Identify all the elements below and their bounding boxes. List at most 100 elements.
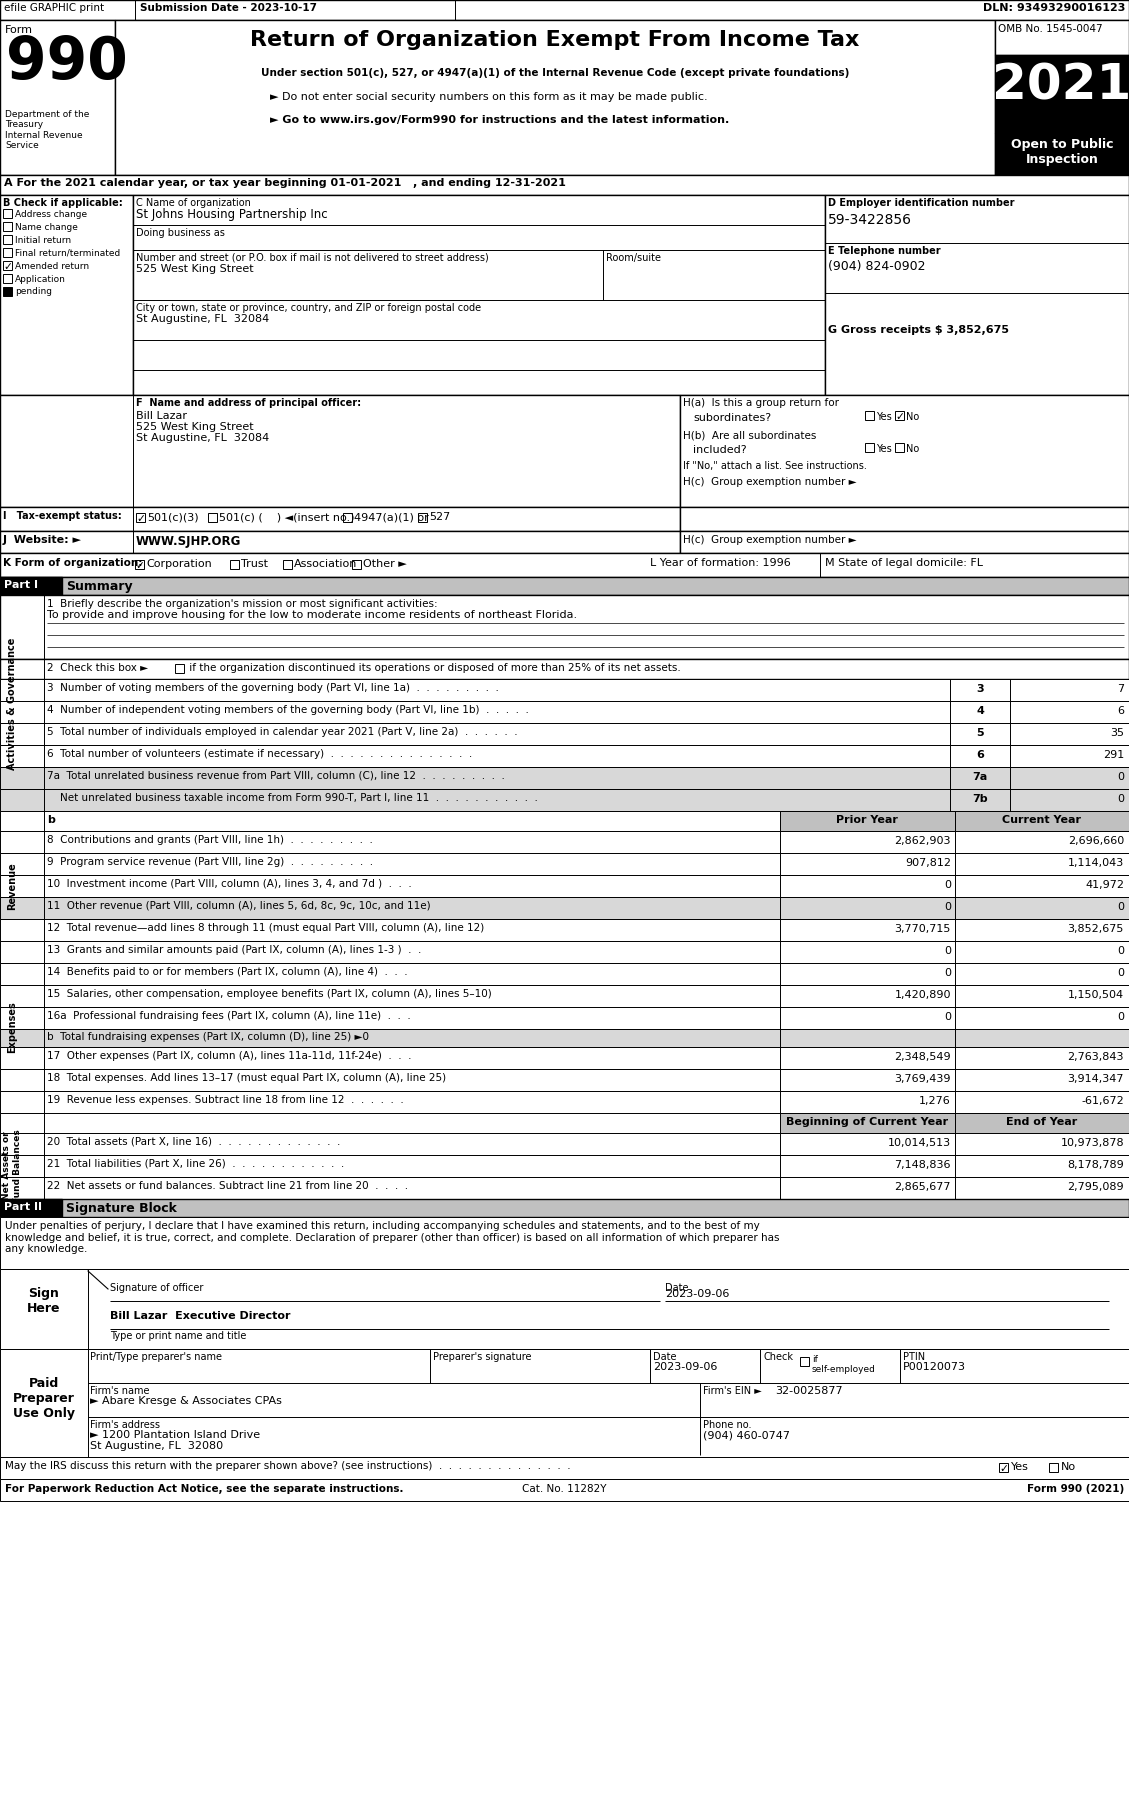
Text: 3,770,715: 3,770,715	[894, 923, 951, 934]
Bar	[800, 1357, 809, 1366]
Text: 18  Total expenses. Add lines 13–17 (must equal Part IX, column (A), line 25): 18 Total expenses. Add lines 13–17 (must…	[47, 1074, 446, 1083]
Bar	[0, 1007, 1129, 1029]
Text: Print/Type preparer's name: Print/Type preparer's name	[90, 1351, 222, 1362]
Bar	[999, 1464, 1008, 1471]
Bar	[0, 963, 1129, 985]
Bar	[995, 20, 1129, 54]
Bar	[0, 553, 1129, 577]
Text: St Augustine, FL  32080: St Augustine, FL 32080	[90, 1440, 224, 1451]
Text: 4: 4	[977, 706, 984, 717]
Text: St Augustine, FL  32084: St Augustine, FL 32084	[135, 434, 269, 443]
Text: 5: 5	[977, 727, 983, 738]
Text: Date: Date	[665, 1282, 689, 1293]
Text: Check: Check	[763, 1351, 793, 1362]
Text: 7b: 7b	[972, 795, 988, 804]
Text: Form: Form	[5, 25, 33, 34]
Text: 1,420,890: 1,420,890	[894, 990, 951, 1000]
Bar	[995, 132, 1129, 174]
Text: I   Tax-exempt status:: I Tax-exempt status:	[3, 512, 122, 521]
Bar	[0, 700, 1129, 724]
Text: H(c)  Group exemption number ►: H(c) Group exemption number ►	[683, 477, 857, 486]
Text: 2,348,549: 2,348,549	[894, 1052, 951, 1061]
Bar	[0, 920, 1129, 941]
Bar	[352, 561, 361, 570]
Bar	[208, 513, 217, 522]
Text: St Augustine, FL  32084: St Augustine, FL 32084	[135, 314, 269, 325]
Text: Submission Date - 2023-10-17: Submission Date - 2023-10-17	[140, 4, 317, 13]
Text: 41,972: 41,972	[1085, 880, 1124, 891]
Bar	[780, 811, 955, 831]
Bar	[0, 941, 1129, 963]
Text: Under section 501(c), 527, or 4947(a)(1) of the Internal Revenue Code (except pr: Under section 501(c), 527, or 4947(a)(1)…	[261, 67, 849, 78]
Text: Expenses: Expenses	[7, 1001, 17, 1052]
Text: 1  Briefly describe the organization's mission or most significant activities:: 1 Briefly describe the organization's mi…	[47, 599, 438, 610]
Text: 6: 6	[977, 749, 984, 760]
Text: 0: 0	[1117, 773, 1124, 782]
Text: 14  Benefits paid to or for members (Part IX, column (A), line 4)  .  .  .: 14 Benefits paid to or for members (Part…	[47, 967, 408, 978]
Text: 0: 0	[1117, 945, 1124, 956]
Text: 990: 990	[6, 34, 128, 91]
Bar	[995, 54, 1129, 132]
Bar	[3, 274, 12, 283]
Text: 527: 527	[429, 512, 450, 522]
Text: b  Total fundraising expenses (Part IX, column (D), line 25) ►0: b Total fundraising expenses (Part IX, c…	[47, 1032, 369, 1041]
Bar	[0, 1090, 1129, 1114]
Text: subordinates?: subordinates?	[693, 414, 771, 423]
Text: K Form of organization:: K Form of organization:	[3, 559, 142, 568]
Text: H(c)  Group exemption number ►: H(c) Group exemption number ►	[683, 535, 857, 544]
Text: Return of Organization Exempt From Income Tax: Return of Organization Exempt From Incom…	[251, 31, 859, 51]
Bar	[955, 1114, 1129, 1134]
Text: Yes: Yes	[876, 412, 892, 423]
Text: 21  Total liabilities (Part X, line 26)  .  .  .  .  .  .  .  .  .  .  .  .: 21 Total liabilities (Part X, line 26) .…	[47, 1159, 344, 1168]
Bar	[0, 767, 1129, 789]
Text: 16a  Professional fundraising fees (Part IX, column (A), line 11e)  .  .  .: 16a Professional fundraising fees (Part …	[47, 1010, 411, 1021]
Text: 3  Number of voting members of the governing body (Part VI, line 1a)  .  .  .  .: 3 Number of voting members of the govern…	[47, 684, 499, 693]
Text: -61,672: -61,672	[1082, 1096, 1124, 1107]
Bar	[0, 395, 680, 506]
Text: (904) 460-0747: (904) 460-0747	[703, 1429, 790, 1440]
Text: 6  Total number of volunteers (estimate if necessary)  .  .  .  .  .  .  .  .  .: 6 Total number of volunteers (estimate i…	[47, 749, 472, 758]
Text: 0: 0	[944, 969, 951, 978]
Text: if the organization discontinued its operations or disposed of more than 25% of : if the organization discontinued its ope…	[186, 662, 681, 673]
Text: 0: 0	[944, 902, 951, 912]
Text: 2,862,903: 2,862,903	[894, 836, 951, 845]
Text: C Name of organization: C Name of organization	[135, 198, 251, 209]
Text: included?: included?	[693, 444, 746, 455]
Text: 0: 0	[1117, 795, 1124, 804]
Text: Department of the
Treasury
Internal Revenue
Service: Department of the Treasury Internal Reve…	[5, 111, 89, 151]
Text: 5  Total number of individuals employed in calendar year 2021 (Part V, line 2a) : 5 Total number of individuals employed i…	[47, 727, 517, 736]
Bar	[895, 412, 904, 421]
Text: 0: 0	[1117, 902, 1124, 912]
Bar	[0, 174, 1129, 194]
Text: ► Do not enter social security numbers on this form as it may be made public.: ► Do not enter social security numbers o…	[270, 93, 708, 102]
Text: Cat. No. 11282Y: Cat. No. 11282Y	[522, 1484, 606, 1495]
Text: DLN: 93493290016123: DLN: 93493290016123	[982, 4, 1124, 13]
Text: 3,769,439: 3,769,439	[894, 1074, 951, 1085]
Text: Name change: Name change	[15, 223, 78, 232]
Bar	[0, 789, 1129, 811]
Bar	[825, 194, 1129, 395]
Bar	[0, 985, 1129, 1007]
Bar	[780, 1114, 955, 1134]
Text: Number and street (or P.O. box if mail is not delivered to street address): Number and street (or P.O. box if mail i…	[135, 252, 489, 263]
Text: 6: 6	[1117, 706, 1124, 717]
Text: 11  Other revenue (Part VIII, column (A), lines 5, 6d, 8c, 9c, 10c, and 11e): 11 Other revenue (Part VIII, column (A),…	[47, 902, 430, 911]
Text: pending: pending	[15, 287, 52, 296]
Bar	[0, 811, 1129, 831]
Text: WWW.SJHP.ORG: WWW.SJHP.ORG	[135, 535, 242, 548]
Bar	[3, 209, 12, 218]
Bar	[418, 513, 427, 522]
Text: 2,795,089: 2,795,089	[1067, 1183, 1124, 1192]
Bar	[680, 395, 1129, 506]
Text: L Year of formation: 1996: L Year of formation: 1996	[650, 559, 790, 568]
Text: Signature of officer: Signature of officer	[110, 1282, 203, 1293]
Text: 7a: 7a	[972, 773, 988, 782]
Text: 7: 7	[1117, 684, 1124, 695]
Bar	[0, 1478, 1129, 1500]
Bar	[343, 513, 352, 522]
Bar	[3, 236, 12, 245]
Text: Net unrelated business taxable income from Form 990-T, Part I, line 11  .  .  . : Net unrelated business taxable income fr…	[47, 793, 537, 804]
Bar	[0, 746, 1129, 767]
Text: Doing business as: Doing business as	[135, 229, 225, 238]
Text: Revenue: Revenue	[7, 862, 17, 911]
